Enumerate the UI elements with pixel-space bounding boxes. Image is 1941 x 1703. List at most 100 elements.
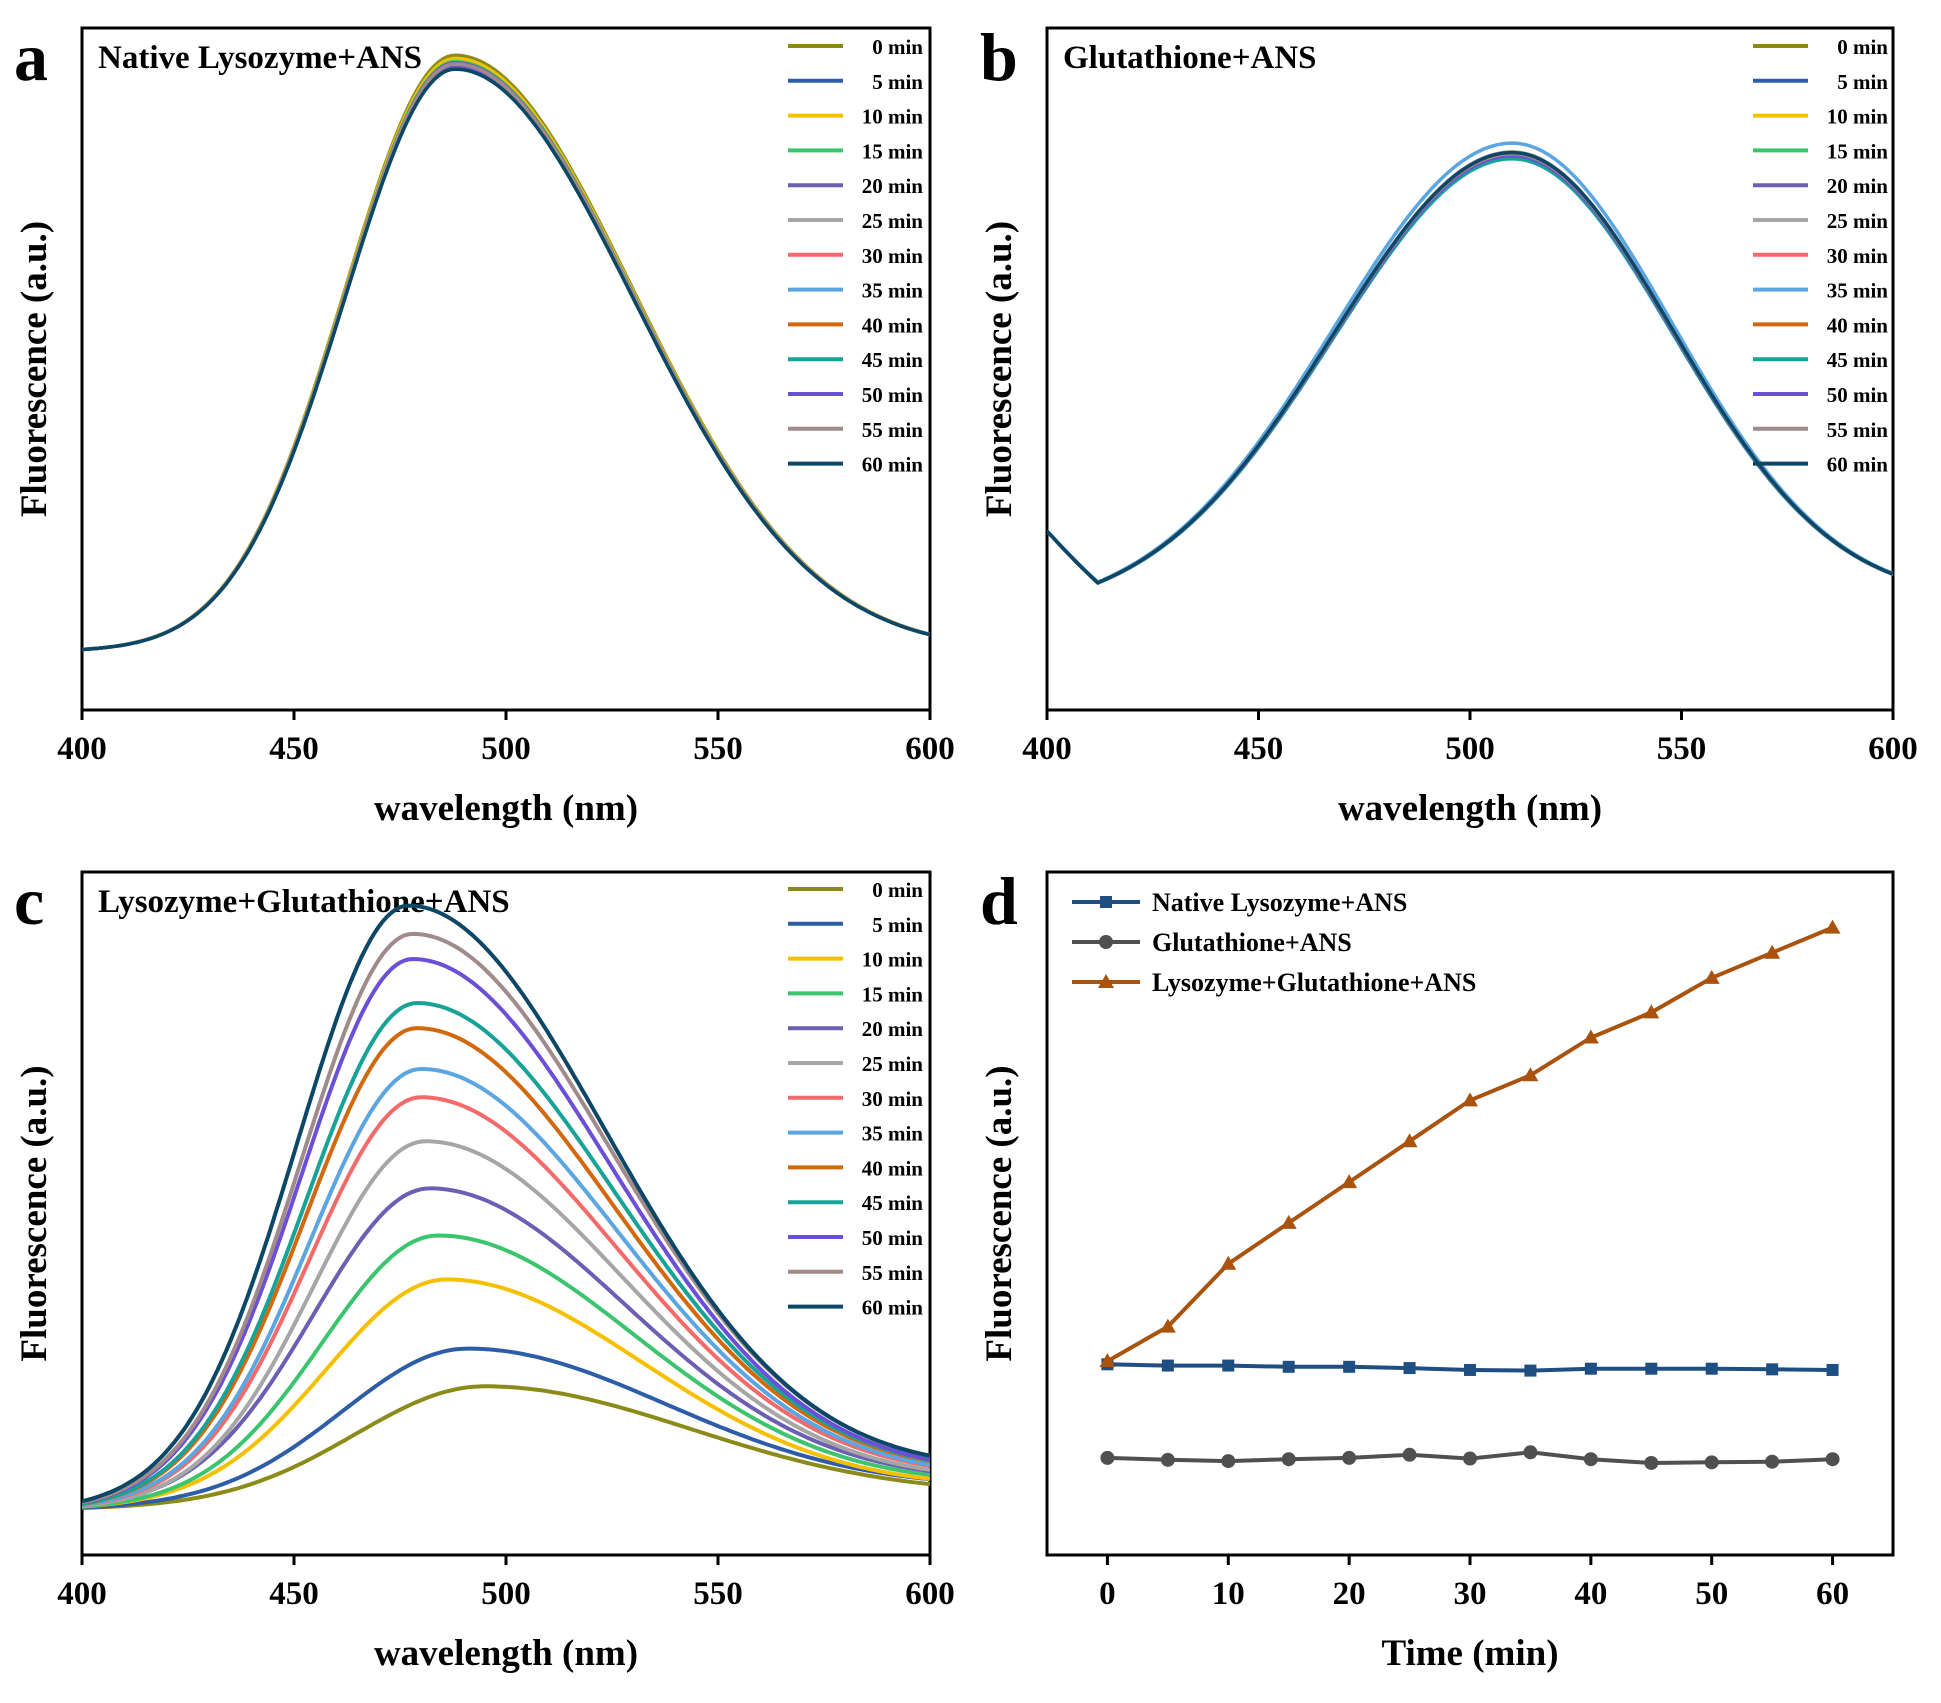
data-point-square xyxy=(1343,1360,1356,1373)
legend-label: 35 min xyxy=(1827,279,1889,303)
series-line-10-min xyxy=(82,1277,930,1509)
series-line-35-min xyxy=(1047,141,1893,585)
x-tick-label: 40 xyxy=(1574,1576,1607,1612)
legend-label: 45 min xyxy=(1827,348,1889,372)
y-axis-label: Fluorescence (a.u.) xyxy=(14,221,55,517)
data-point-circle xyxy=(1765,1454,1780,1469)
x-tick-label: 400 xyxy=(1022,731,1072,767)
series-line-15-min xyxy=(82,1233,930,1509)
series-line-20-min xyxy=(82,1186,930,1508)
x-tick-label: 400 xyxy=(57,1576,107,1612)
legend-label: 35 min xyxy=(862,1122,924,1146)
x-axis-label: Time (min) xyxy=(1381,1633,1558,1674)
panel-title: Native Lysozyme+ANS xyxy=(98,40,422,76)
y-axis-label: Fluorescence (a.u.) xyxy=(14,1065,55,1361)
data-point-circle xyxy=(1342,1450,1357,1465)
data-point-triangle xyxy=(1582,1029,1599,1044)
series-line-50-min xyxy=(82,956,930,1505)
data-point-square xyxy=(1584,1362,1597,1375)
x-tick-label: 500 xyxy=(481,1576,531,1612)
data-point-circle xyxy=(1825,1452,1840,1467)
x-tick-label: 0 xyxy=(1099,1576,1116,1612)
y-axis-label: Fluorescence (a.u.) xyxy=(979,221,1020,517)
x-tick-label: 30 xyxy=(1454,1576,1487,1612)
data-point-triangle xyxy=(1764,944,1781,959)
legend-label: 20 min xyxy=(862,1017,924,1041)
legend-label: 30 min xyxy=(862,1087,924,1111)
legend-label: 40 min xyxy=(1827,313,1889,337)
legend-marker xyxy=(1100,896,1112,908)
series-line-60-min xyxy=(1047,150,1893,585)
series-line-0-min xyxy=(82,1384,930,1510)
x-tick-label: 600 xyxy=(1868,731,1918,767)
series-line-40-min xyxy=(82,1026,930,1507)
panel-label: d xyxy=(980,863,1018,939)
data-point-circle xyxy=(1463,1451,1477,1466)
data-point-triangle xyxy=(1824,919,1841,934)
legend-label: 60 min xyxy=(1827,453,1889,477)
series-line-45-min xyxy=(82,1000,930,1506)
legend-marker xyxy=(1099,935,1113,949)
legend-label: 5 min xyxy=(1837,70,1888,94)
legend-label: 5 min xyxy=(872,70,923,94)
legend-label: Native Lysozyme+ANS xyxy=(1152,888,1407,917)
legend-label: 55 min xyxy=(862,1261,924,1285)
legend-label: 50 min xyxy=(862,383,924,407)
data-point-square xyxy=(1524,1364,1537,1377)
x-axis-label: wavelength (nm) xyxy=(1338,788,1602,829)
data-point-square xyxy=(1282,1360,1295,1373)
panel-c: c Lysozyme+Glutathione+ANS 400 450 500 550 600… xyxy=(14,863,955,1674)
data-point-circle xyxy=(1523,1445,1538,1460)
legend-label: 55 min xyxy=(862,418,924,442)
legend-label: 10 min xyxy=(862,105,924,129)
data-point-circle xyxy=(1221,1454,1236,1469)
legend-label: 25 min xyxy=(862,1052,924,1076)
legend-label: Glutathione+ANS xyxy=(1152,928,1352,957)
x-tick-label: 500 xyxy=(481,731,531,767)
data-point-square xyxy=(1222,1359,1235,1372)
x-tick-label: 50 xyxy=(1695,1576,1728,1612)
legend-label: 60 min xyxy=(862,453,924,477)
x-tick-label: 20 xyxy=(1333,1576,1366,1612)
x-tick-label: 550 xyxy=(693,1576,743,1612)
legend-label: 10 min xyxy=(862,948,924,972)
legend-label: 0 min xyxy=(872,878,923,902)
panel-d: d 0 10 20 30 40 50 60 Time (min) Fluorescence (a.… xyxy=(979,863,1895,1674)
legend-label: Lysozyme+Glutathione+ANS xyxy=(1152,968,1476,997)
legend-label: 40 min xyxy=(862,1156,924,1180)
x-tick-label: 600 xyxy=(905,1576,955,1612)
data-point-circle xyxy=(1281,1452,1296,1467)
data-point-circle xyxy=(1100,1450,1115,1465)
data-point-square xyxy=(1766,1363,1779,1376)
legend-label: 60 min xyxy=(862,1296,924,1320)
x-tick-label: 550 xyxy=(1657,731,1707,767)
legend-label: 30 min xyxy=(862,244,924,268)
legend-label: 50 min xyxy=(1827,383,1889,407)
plot-frame xyxy=(80,26,932,712)
legend-label: 0 min xyxy=(872,35,923,59)
panel-title: Lysozyme+Glutathione+ANS xyxy=(98,884,510,920)
series-line-25-min xyxy=(1047,150,1893,585)
data-point-triangle xyxy=(1522,1067,1539,1082)
data-point-triangle xyxy=(1401,1133,1418,1148)
data-point-triangle xyxy=(1643,1004,1660,1019)
legend-label: 10 min xyxy=(1827,105,1889,129)
data-point-square xyxy=(1645,1362,1658,1375)
series-line-30-min xyxy=(82,1095,930,1508)
legend-label: 55 min xyxy=(1827,418,1889,442)
x-tick-label: 450 xyxy=(1234,731,1284,767)
data-point-triangle xyxy=(1341,1174,1358,1189)
data-point-square xyxy=(1464,1363,1476,1376)
data-point-circle xyxy=(1644,1455,1659,1470)
data-point-square xyxy=(1403,1362,1416,1375)
legend-label: 40 min xyxy=(862,313,924,337)
x-tick-label: 500 xyxy=(1445,731,1495,767)
series-line-0-min xyxy=(82,53,930,652)
panel-title: Glutathione+ANS xyxy=(1063,40,1317,76)
legend-label: 15 min xyxy=(862,982,924,1006)
legend-label: 15 min xyxy=(862,139,924,163)
x-tick-label: 60 xyxy=(1816,1576,1849,1612)
legend-label: 35 min xyxy=(862,279,924,303)
x-tick-label: 450 xyxy=(269,1576,319,1612)
